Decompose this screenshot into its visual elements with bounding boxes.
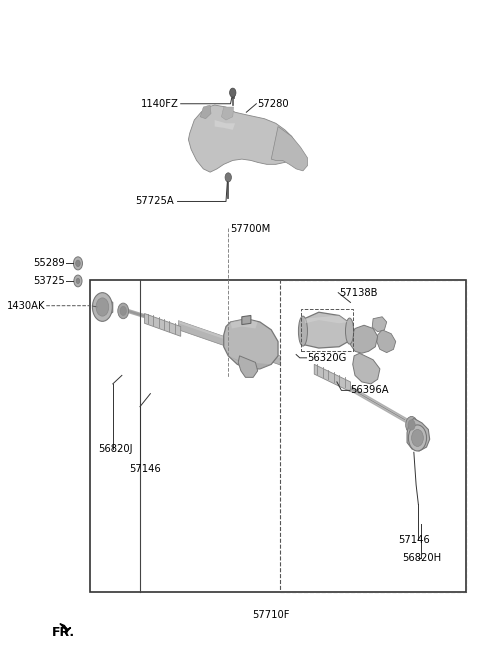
Polygon shape xyxy=(98,297,113,317)
Polygon shape xyxy=(314,365,350,392)
Polygon shape xyxy=(350,325,378,353)
Polygon shape xyxy=(179,321,280,359)
Polygon shape xyxy=(377,330,396,353)
Polygon shape xyxy=(300,312,350,348)
Circle shape xyxy=(93,292,112,321)
Ellipse shape xyxy=(299,316,308,346)
Polygon shape xyxy=(221,107,234,120)
Polygon shape xyxy=(353,353,380,384)
Circle shape xyxy=(229,88,236,97)
Polygon shape xyxy=(144,313,180,336)
Text: 1140FZ: 1140FZ xyxy=(141,99,179,109)
Circle shape xyxy=(96,298,109,316)
Text: 57146: 57146 xyxy=(398,535,430,545)
Polygon shape xyxy=(238,356,258,377)
Circle shape xyxy=(225,173,231,182)
Polygon shape xyxy=(242,315,251,325)
Polygon shape xyxy=(200,105,211,119)
Text: 56820J: 56820J xyxy=(98,444,132,454)
Circle shape xyxy=(76,279,80,284)
Text: 55289: 55289 xyxy=(34,258,65,268)
Text: 57710F: 57710F xyxy=(252,610,290,620)
Bar xyxy=(90,280,466,593)
Bar xyxy=(280,280,466,593)
Polygon shape xyxy=(228,356,271,369)
Circle shape xyxy=(120,306,126,315)
Polygon shape xyxy=(304,315,348,323)
Polygon shape xyxy=(189,105,296,172)
Polygon shape xyxy=(230,319,258,328)
Circle shape xyxy=(411,430,423,446)
Polygon shape xyxy=(407,419,430,451)
Polygon shape xyxy=(372,317,387,332)
Circle shape xyxy=(73,257,83,270)
Polygon shape xyxy=(60,623,71,633)
Polygon shape xyxy=(179,321,280,365)
Text: 57146: 57146 xyxy=(130,464,161,474)
Text: 57725A: 57725A xyxy=(135,196,174,206)
Circle shape xyxy=(118,303,129,319)
Polygon shape xyxy=(271,127,308,171)
Text: 56820H: 56820H xyxy=(403,553,442,563)
Text: 53725: 53725 xyxy=(34,276,65,286)
Polygon shape xyxy=(224,319,278,369)
Circle shape xyxy=(76,260,80,267)
Circle shape xyxy=(74,275,82,287)
Text: 1430AK: 1430AK xyxy=(6,301,45,311)
Text: 56396A: 56396A xyxy=(350,386,389,396)
Circle shape xyxy=(406,417,418,434)
Circle shape xyxy=(408,420,415,430)
Text: FR.: FR. xyxy=(52,626,75,639)
Text: 57138B: 57138B xyxy=(339,288,378,298)
Bar xyxy=(300,309,353,351)
Text: 57700M: 57700M xyxy=(230,225,271,235)
Text: 57280: 57280 xyxy=(258,99,289,109)
Circle shape xyxy=(408,425,427,451)
Polygon shape xyxy=(215,120,235,130)
Text: 56320G: 56320G xyxy=(308,353,347,363)
Ellipse shape xyxy=(346,318,354,344)
